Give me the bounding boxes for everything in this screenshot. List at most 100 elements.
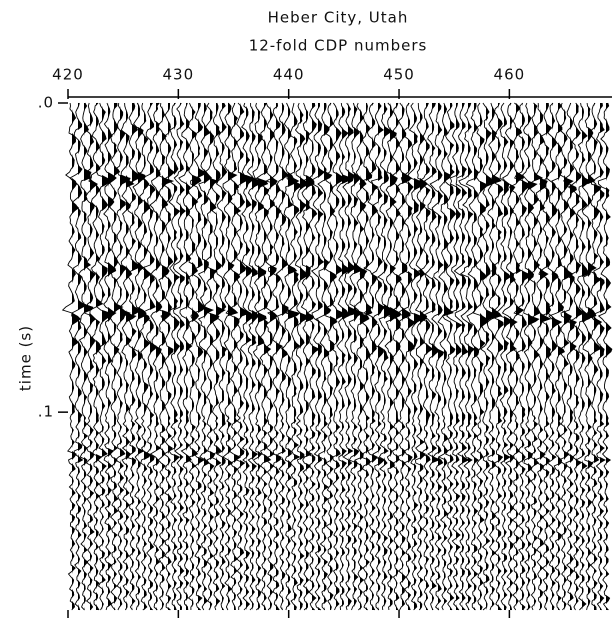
seismic-section bbox=[61, 102, 613, 611]
trace bbox=[472, 102, 488, 611]
trace bbox=[359, 102, 372, 611]
trace bbox=[323, 102, 337, 611]
trace bbox=[210, 102, 225, 611]
x-tick-label: 420 bbox=[52, 66, 84, 84]
trace bbox=[168, 102, 180, 611]
trace bbox=[222, 102, 237, 611]
trace bbox=[377, 102, 391, 611]
trace bbox=[489, 102, 503, 611]
trace bbox=[465, 102, 479, 611]
chart-title: Heber City, Utah bbox=[268, 9, 409, 27]
trace bbox=[239, 102, 256, 611]
trace bbox=[336, 102, 352, 611]
trace bbox=[545, 102, 561, 611]
trace bbox=[83, 102, 97, 611]
trace bbox=[521, 102, 538, 611]
x-tick-label: 460 bbox=[494, 66, 526, 84]
x-tick-label: 440 bbox=[273, 66, 305, 84]
trace bbox=[441, 102, 456, 611]
trace bbox=[103, 102, 116, 611]
trace bbox=[140, 102, 156, 611]
trace bbox=[197, 102, 213, 611]
trace bbox=[124, 102, 141, 611]
trace-fill bbox=[576, 103, 585, 610]
trace bbox=[370, 102, 385, 611]
trace bbox=[342, 102, 358, 611]
y-axis-label: time (s) bbox=[17, 325, 35, 391]
trace bbox=[575, 102, 591, 611]
trace bbox=[453, 102, 469, 611]
trace bbox=[548, 102, 564, 611]
trace bbox=[407, 102, 423, 611]
trace bbox=[301, 102, 319, 611]
trace bbox=[495, 102, 511, 611]
trace bbox=[315, 102, 332, 611]
trace bbox=[119, 102, 135, 611]
trace bbox=[486, 102, 501, 611]
trace-fill bbox=[336, 103, 345, 610]
trace-fill bbox=[372, 103, 379, 610]
trace-fill bbox=[534, 103, 544, 610]
trace-fill bbox=[216, 103, 226, 610]
trace bbox=[264, 102, 277, 611]
trace-fill bbox=[426, 103, 434, 610]
trace bbox=[597, 102, 612, 611]
trace bbox=[252, 102, 267, 611]
trace-fill bbox=[168, 103, 175, 610]
trace bbox=[178, 102, 192, 611]
trace bbox=[88, 102, 103, 611]
trace-fill bbox=[138, 103, 147, 610]
x-tick-label: 430 bbox=[163, 66, 195, 84]
trace bbox=[235, 102, 251, 610]
trace bbox=[106, 103, 123, 611]
trace bbox=[567, 102, 584, 611]
trace bbox=[538, 102, 551, 611]
trace bbox=[285, 102, 301, 611]
trace bbox=[309, 102, 325, 611]
trace bbox=[172, 102, 186, 611]
y-tick-label: .0 bbox=[38, 94, 54, 112]
trace bbox=[114, 102, 130, 611]
trace bbox=[429, 102, 444, 611]
trace bbox=[187, 102, 200, 610]
trace bbox=[132, 102, 145, 611]
trace bbox=[281, 102, 299, 611]
trace-fill bbox=[522, 103, 531, 610]
trace bbox=[78, 102, 92, 611]
chart-subtitle: 12-fold CDP numbers bbox=[249, 37, 428, 55]
trace bbox=[388, 102, 401, 611]
trace bbox=[446, 102, 463, 611]
trace bbox=[275, 102, 289, 611]
y-tick-label: .1 bbox=[38, 403, 54, 421]
trace bbox=[421, 102, 440, 611]
trace bbox=[414, 102, 427, 611]
trace bbox=[384, 102, 399, 611]
trace bbox=[479, 102, 494, 611]
trace bbox=[513, 102, 529, 611]
trace bbox=[265, 102, 282, 611]
trace bbox=[255, 102, 271, 611]
trace-fill bbox=[408, 103, 416, 610]
trace bbox=[501, 102, 517, 611]
trace bbox=[203, 102, 218, 611]
trace bbox=[437, 102, 453, 611]
trace bbox=[331, 102, 344, 611]
trace bbox=[417, 102, 433, 611]
x-tick-label: 450 bbox=[383, 66, 415, 84]
trace bbox=[214, 102, 227, 611]
trace bbox=[96, 102, 110, 611]
trace bbox=[246, 103, 260, 611]
trace bbox=[560, 102, 577, 611]
trace-fill bbox=[384, 103, 392, 610]
trace bbox=[300, 102, 313, 611]
trace bbox=[160, 102, 174, 611]
trace bbox=[458, 102, 475, 611]
trace bbox=[149, 102, 162, 611]
trace bbox=[590, 102, 606, 611]
trace-fill bbox=[588, 103, 597, 610]
trace-fill bbox=[240, 103, 253, 610]
trace bbox=[69, 102, 84, 611]
trace-fill bbox=[516, 103, 525, 610]
trace-fill bbox=[504, 103, 512, 610]
